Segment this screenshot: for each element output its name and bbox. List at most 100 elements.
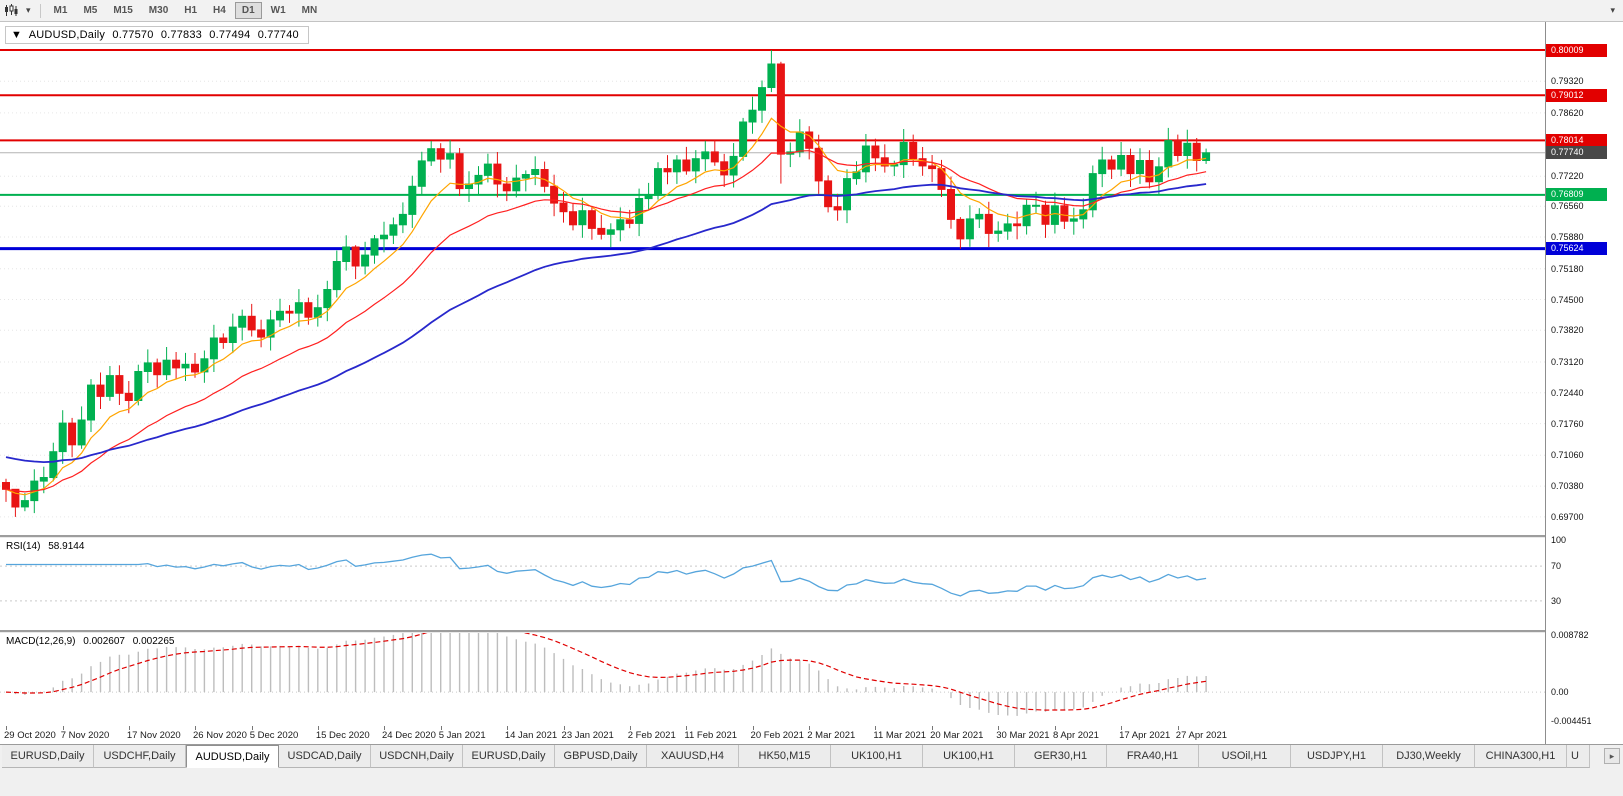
date-tick — [752, 726, 754, 730]
timeframe-button-h1[interactable]: H1 — [177, 2, 204, 19]
chart-window: ▼ AUDUSD,Daily 0.77570 0.77833 0.77494 0… — [0, 21, 1623, 744]
collapse-arrow-icon[interactable]: ▼ — [11, 29, 23, 41]
date-tick — [317, 726, 319, 730]
chart-tab-dj30-weekly[interactable]: DJ30,Weekly — [1383, 745, 1475, 768]
level-price-tag: 0.80009 — [1546, 43, 1607, 57]
price-scale-label: 0.71060 — [1551, 450, 1584, 461]
chart-tab-fra40-h1[interactable]: FRA40,H1 — [1107, 745, 1199, 768]
timeframe-button-m1[interactable]: M1 — [47, 2, 75, 19]
date-tick — [195, 726, 196, 730]
toolbar-separator — [39, 3, 41, 18]
tab-scroll-right-button[interactable]: ▸ — [1604, 748, 1620, 764]
macd-signal-value: 0.002265 — [132, 636, 175, 647]
ohlc-close-value: 0.77740 — [257, 29, 299, 41]
bid-price-tag: 0.77740 — [1546, 146, 1607, 160]
toolbar-overflow-button[interactable]: ▾ — [1607, 2, 1618, 20]
date-label: 7 Nov 2020 — [60, 730, 110, 741]
date-label: 23 Jan 2021 — [561, 730, 614, 741]
macd-indicator-canvas[interactable] — [0, 632, 1545, 726]
date-label: 14 Jan 2021 — [504, 730, 558, 741]
macd-header: MACD(12,26,9) 0.002607 0.002265 — [6, 636, 179, 647]
ohlc-low-value: 0.77494 — [209, 29, 251, 41]
date-label: 17 Apr 2021 — [1119, 730, 1171, 741]
rsi-indicator-value: 58.9144 — [48, 541, 85, 552]
date-tick — [998, 726, 1000, 730]
chart-type-button[interactable] — [1, 2, 21, 20]
chart-tab-china300-h1[interactable]: CHINA300,H1 — [1475, 745, 1567, 768]
timeframe-button-m15[interactable]: M15 — [106, 2, 139, 19]
date-label: 20 Feb 2021 — [750, 730, 804, 741]
date-axis[interactable]: 29 Oct 2020 7 Nov 2020 17 Nov 2020 26 Nov 2… — [0, 726, 1545, 744]
price-scale-label: 0.75180 — [1551, 263, 1584, 274]
price-scale-label: 0.70380 — [1551, 481, 1584, 492]
date-tick — [1054, 726, 1056, 730]
chart-tab-eurusd-daily[interactable]: EURUSD,Daily — [463, 745, 555, 768]
date-label: 20 Mar 2021 — [930, 730, 984, 741]
chart-tab-audusd-daily[interactable]: AUDUSD,Daily — [186, 745, 279, 768]
date-tick — [1177, 726, 1179, 730]
level-price-tag: 0.75624 — [1546, 242, 1607, 256]
timeframe-button-group: M1 M5 M15 M30 H1 H4 D1 W1 MN — [46, 0, 326, 21]
price-scale-label: 0.76560 — [1551, 201, 1584, 212]
rsi-indicator-canvas[interactable] — [0, 537, 1545, 630]
pane-separator[interactable] — [0, 630, 1623, 633]
timeframe-button-d1[interactable]: D1 — [234, 2, 262, 19]
timeframe-toolbar: ▾ M1 M5 M15 M30 H1 H4 D1 W1 MN ▾ — [0, 0, 1623, 22]
chart-tab-uk100-h1[interactable]: UK100,H1 — [923, 745, 1015, 768]
chart-tab-eurusd-daily[interactable]: EURUSD,Daily — [2, 745, 94, 768]
chart-type-dropdown-caret[interactable]: ▾ — [23, 2, 34, 20]
ohlc-high-value: 0.77833 — [160, 29, 202, 41]
chart-tab-usdcad-daily[interactable]: USDCAD,Daily — [279, 745, 371, 768]
level-price-tag: 0.78014 — [1546, 133, 1607, 147]
chart-tab-usdchf-daily[interactable]: USDCHF,Daily — [94, 745, 186, 768]
date-tick — [384, 726, 385, 730]
macd-scale-label: 0.00 — [1551, 687, 1569, 698]
chart-tab-uk100-h1[interactable]: UK100,H1 — [831, 745, 923, 768]
date-label: 15 Dec 2020 — [315, 730, 370, 741]
chart-tab-ger30-h1[interactable]: GER30,H1 — [1015, 745, 1107, 768]
date-tick — [686, 726, 688, 730]
date-tick — [563, 726, 565, 730]
macd-indicator-name: MACD(12,26,9) — [6, 636, 76, 647]
chart-tab-usdjpy-h1[interactable]: USDJPY,H1 — [1291, 745, 1383, 768]
candlestick-chart-icon — [5, 4, 18, 16]
timeframe-button-w1[interactable]: W1 — [264, 2, 293, 19]
ohlc-open-value: 0.77570 — [112, 29, 154, 41]
date-label: 29 Oct 2020 — [4, 730, 56, 741]
price-chart-canvas[interactable] — [0, 21, 1545, 535]
pane-separator[interactable] — [0, 535, 1623, 538]
timeframe-button-h4[interactable]: H4 — [206, 2, 233, 19]
timeframe-button-mn[interactable]: MN — [295, 2, 325, 19]
price-scale[interactable]: 0.79320 0.78620 0.77220 0.76560 0.75880 0.751… — [1545, 21, 1623, 744]
timeframe-button-m30[interactable]: M30 — [142, 2, 175, 19]
chart-tab-usoil-h1[interactable]: USOil,H1 — [1199, 745, 1291, 768]
date-label: 17 Nov 2020 — [126, 730, 181, 741]
date-label: 11 Feb 2021 — [684, 730, 738, 741]
chart-tab-hk50-m15[interactable]: HK50,M15 — [739, 745, 831, 768]
date-label: 24 Dec 2020 — [382, 730, 436, 741]
date-tick — [251, 726, 253, 730]
date-label: 5 Jan 2021 — [438, 730, 486, 741]
chart-tab-gbpusd-daily[interactable]: GBPUSD,Daily — [555, 745, 647, 768]
date-tick — [128, 726, 130, 730]
date-label: 30 Mar 2021 — [996, 730, 1050, 741]
chart-tab-usdcnh-daily[interactable]: USDCNH,Daily — [371, 745, 463, 768]
chart-tab-xauusd-h4[interactable]: XAUUSD,H4 — [647, 745, 739, 768]
rsi-scale-label: 70 — [1551, 561, 1562, 572]
level-price-tag: 0.76809 — [1546, 188, 1607, 202]
price-scale-label: 0.79320 — [1551, 76, 1584, 87]
date-tick — [932, 726, 934, 730]
price-scale-label: 0.78620 — [1551, 107, 1584, 118]
macd-scale-label: 0.008782 — [1551, 630, 1589, 640]
date-tick — [809, 726, 811, 730]
price-scale-label: 0.71760 — [1551, 418, 1584, 429]
date-label: 2 Feb 2021 — [627, 730, 676, 741]
chart-tab-u[interactable]: U — [1567, 745, 1590, 768]
date-tick — [6, 726, 7, 730]
date-tick — [1121, 726, 1123, 730]
chart-ohlc-header: ▼ AUDUSD,Daily 0.77570 0.77833 0.77494 0… — [5, 26, 309, 44]
date-label: 26 Nov 2020 — [193, 730, 247, 741]
timeframe-button-m5[interactable]: M5 — [76, 2, 104, 19]
level-price-tag: 0.79012 — [1546, 88, 1607, 102]
